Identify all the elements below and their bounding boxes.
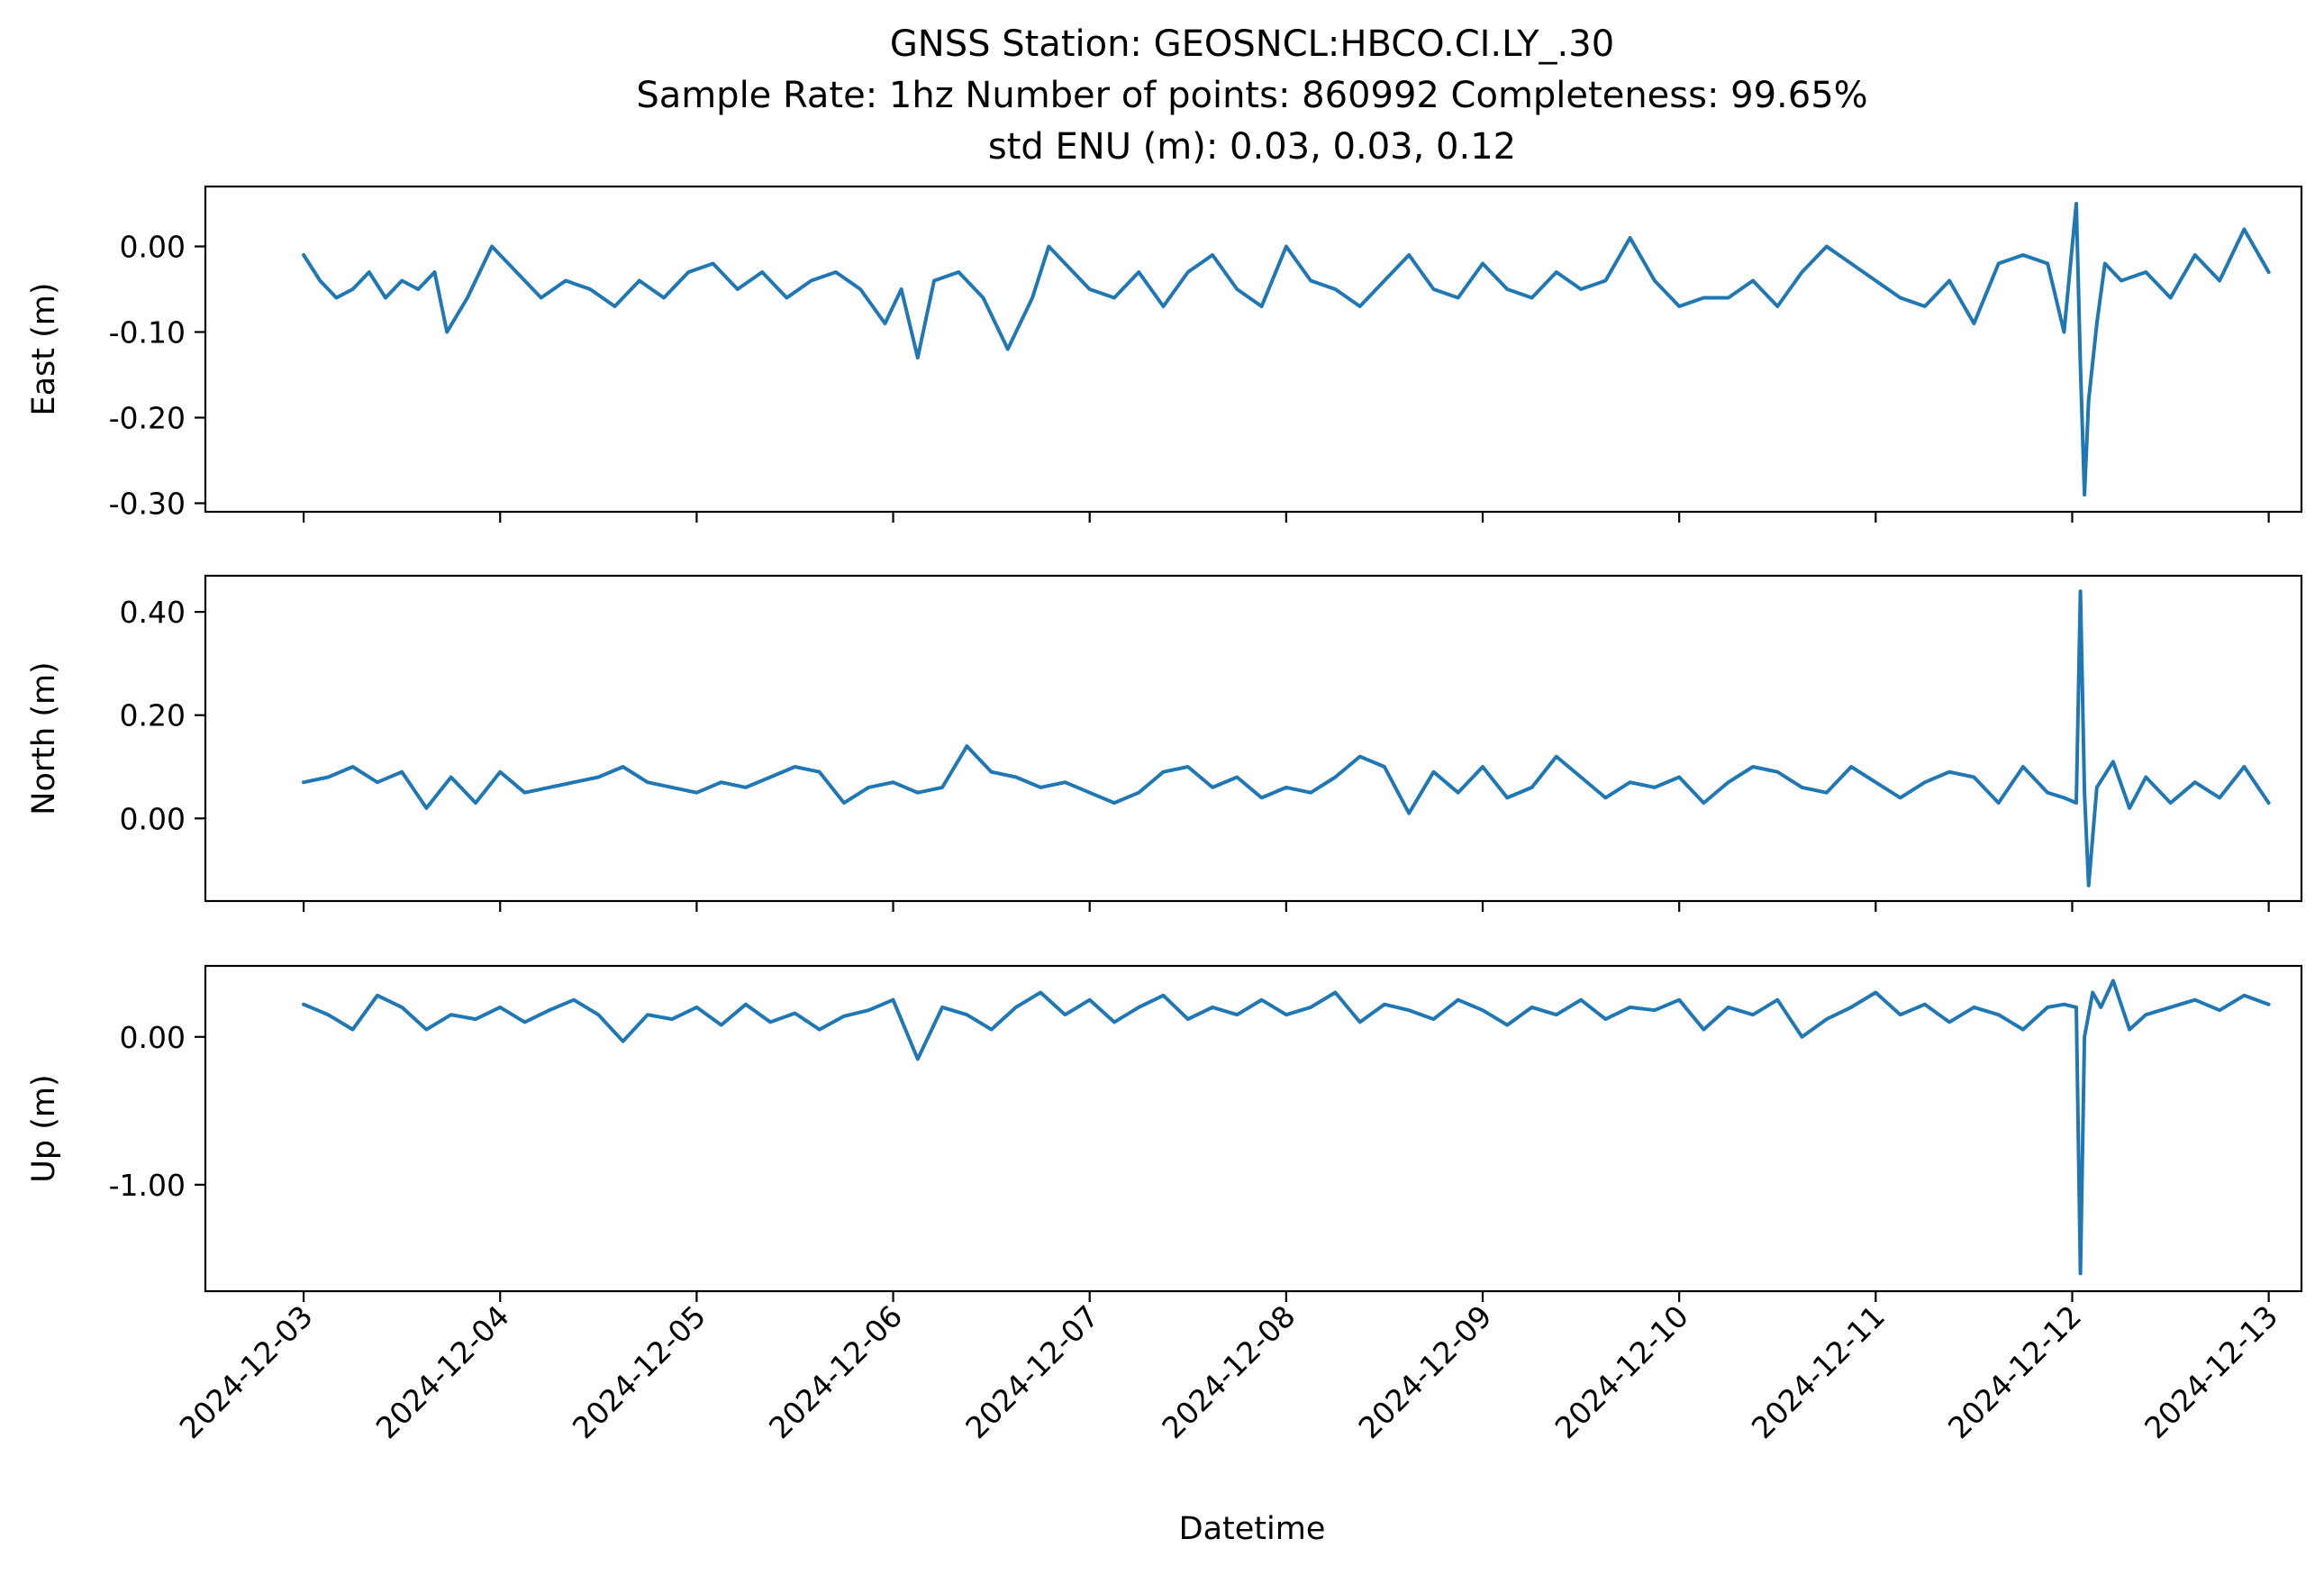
- title-line-2: Sample Rate: 1hz Number of points: 86099…: [636, 75, 1867, 116]
- east-y-tick-label: 0.00: [120, 230, 186, 265]
- up-series-line: [302, 979, 2271, 1276]
- east-axes-frame: [204, 185, 2303, 514]
- chart-title: GNSS Station: GEOSNCL:HBCO.CI.LY_.30 Sam…: [636, 23, 1867, 168]
- east-y-tick-label: -0.20: [109, 401, 186, 436]
- east-y-tick-label: -0.30: [109, 487, 186, 522]
- north-y-tick-label: 0.00: [120, 801, 186, 836]
- title-line-1: GNSS Station: GEOSNCL:HBCO.CI.LY_.30: [890, 23, 1614, 65]
- title-line-3: std ENU (m): 0.03, 0.03, 0.12: [988, 126, 1516, 168]
- north-y-tick-label: 0.40: [120, 595, 186, 630]
- north-panel: 0.00 0.20 0.40 North (m): [26, 574, 2303, 912]
- up-axes-frame: [204, 964, 2303, 1293]
- north-y-tick-label: 0.20: [120, 698, 186, 733]
- north-series-line: [302, 589, 2271, 888]
- east-series-line: [302, 202, 2271, 496]
- up-y-tick-label: 0.00: [120, 1020, 186, 1055]
- east-y-tick-label: -0.10: [109, 315, 186, 351]
- north-axes-frame: [204, 574, 2303, 903]
- east-y-axis-label: East (m): [26, 282, 62, 415]
- north-y-axis-label: North (m): [26, 661, 62, 815]
- up-y-tick-label: -1.00: [109, 1168, 186, 1203]
- up-y-axis-label: Up (m): [26, 1074, 62, 1182]
- east-panel: 0.00 -0.10 -0.20 -0.30 East (m): [26, 185, 2303, 523]
- x-axis-label: Datetime: [1179, 1511, 1326, 1547]
- up-panel: 0.00 -1.00 Up (m): [26, 964, 2303, 1302]
